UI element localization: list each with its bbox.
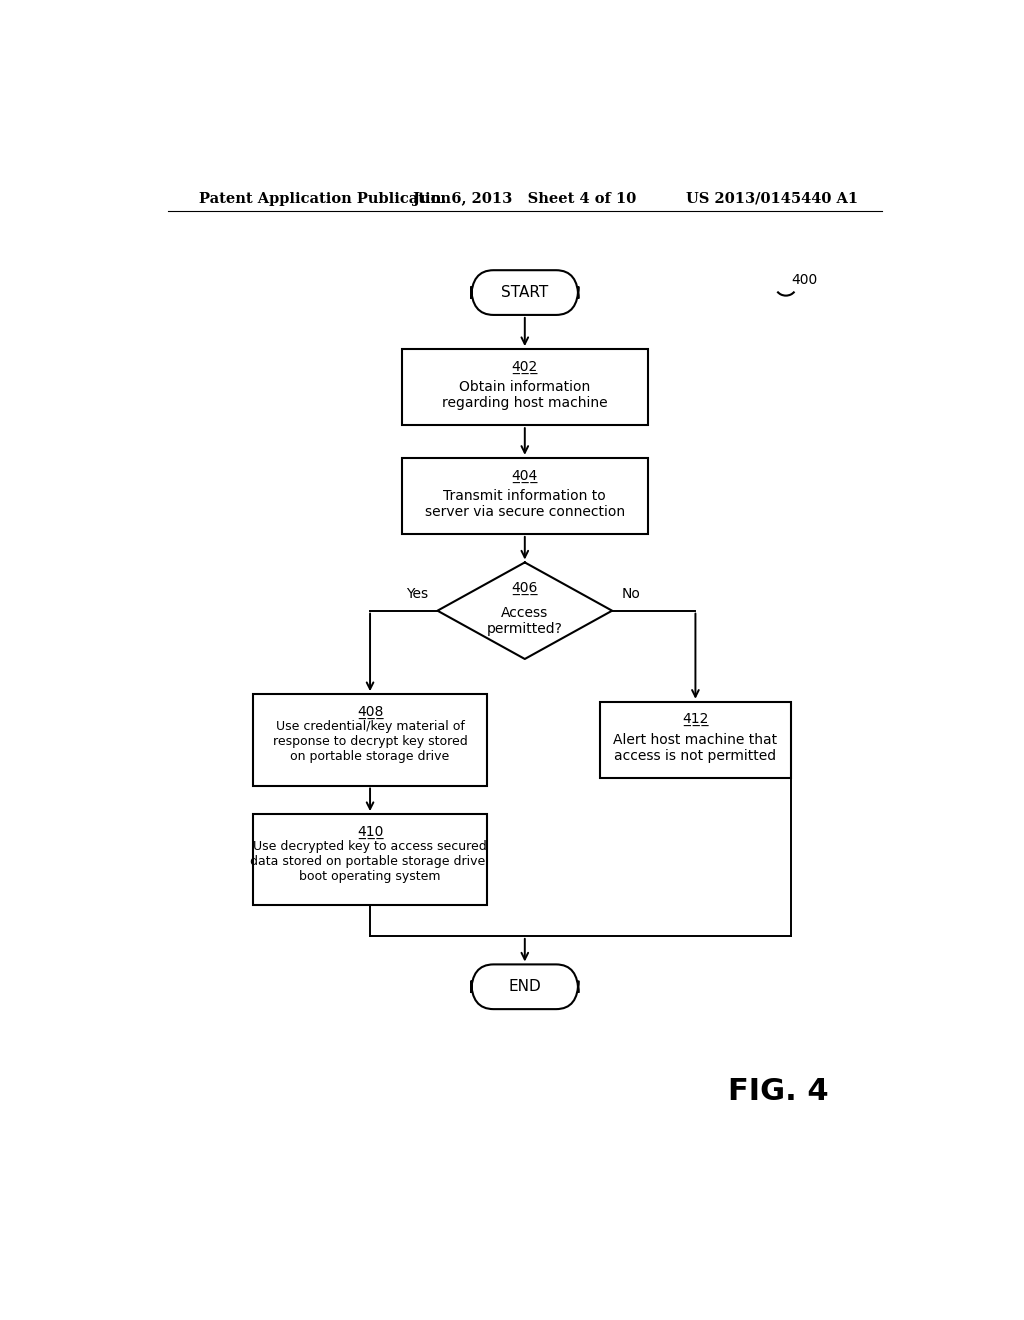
Text: START: START (501, 285, 549, 300)
Text: Jun. 6, 2013   Sheet 4 of 10: Jun. 6, 2013 Sheet 4 of 10 (413, 191, 637, 206)
FancyBboxPatch shape (471, 965, 579, 1008)
Text: 4̲0̲8̲: 4̲0̲8̲ (356, 705, 383, 719)
Text: No: No (622, 587, 640, 602)
Text: Alert host machine that
access is not permitted: Alert host machine that access is not pe… (613, 733, 777, 763)
Text: END: END (509, 979, 541, 994)
Text: Use credential/key material of
response to decrypt key stored
on portable storag: Use credential/key material of response … (272, 721, 467, 763)
Text: Use decrypted key to access secured
data stored on portable storage drive;
boot : Use decrypted key to access secured data… (250, 841, 489, 883)
Text: 4̲0̲2̲: 4̲0̲2̲ (512, 360, 538, 374)
Text: Access
permitted?: Access permitted? (486, 606, 563, 636)
FancyBboxPatch shape (600, 702, 791, 777)
Text: FIG. 4: FIG. 4 (728, 1077, 829, 1106)
FancyBboxPatch shape (253, 694, 487, 785)
Polygon shape (437, 562, 612, 659)
FancyBboxPatch shape (253, 814, 487, 906)
Text: 4̲0̲4̲: 4̲0̲4̲ (512, 469, 538, 483)
FancyBboxPatch shape (401, 348, 648, 425)
Text: 400: 400 (792, 273, 818, 288)
FancyBboxPatch shape (401, 458, 648, 535)
Text: US 2013/0145440 A1: US 2013/0145440 A1 (686, 191, 858, 206)
Text: 4̲0̲6̲: 4̲0̲6̲ (512, 581, 538, 595)
Text: 4̲1̲0̲: 4̲1̲0̲ (356, 825, 383, 840)
Text: Patent Application Publication: Patent Application Publication (200, 191, 452, 206)
Text: Obtain information
regarding host machine: Obtain information regarding host machin… (442, 380, 607, 411)
Text: 4̲1̲2̲: 4̲1̲2̲ (682, 713, 709, 726)
FancyBboxPatch shape (471, 271, 579, 315)
Text: Transmit information to
server via secure connection: Transmit information to server via secur… (425, 488, 625, 519)
Text: Yes: Yes (406, 587, 428, 602)
